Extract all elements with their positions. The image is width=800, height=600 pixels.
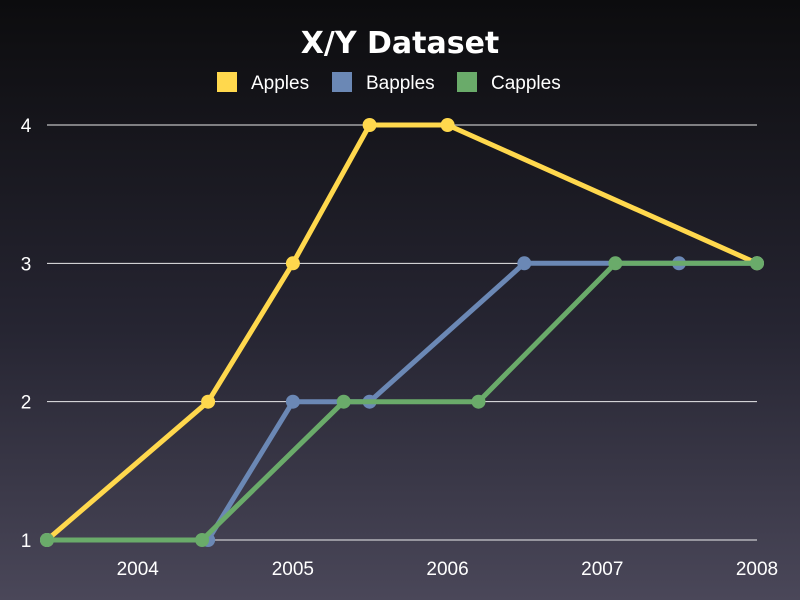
legend: Apples Bapples Capples [217,72,561,94]
data-point-capples[interactable] [40,533,54,547]
legend-item-capples[interactable]: Capples [457,72,561,94]
legend-swatch [217,72,237,92]
series-apples [40,118,764,547]
legend-swatch [332,72,352,92]
data-point-capples[interactable] [336,394,351,409]
data-point-apples[interactable] [440,118,455,132]
y-axis: 1 2 3 4 [21,116,32,552]
legend-label: Apples [251,73,309,94]
chart-title: X/Y Dataset [301,26,500,61]
data-point-bapples[interactable] [517,256,532,271]
data-point-capples[interactable] [195,533,210,547]
data-point-apples[interactable] [285,256,300,271]
data-point-capples[interactable] [750,256,764,271]
legend-label: Bapples [366,73,435,94]
x-tick-label: 2006 [426,559,468,580]
y-tick-label: 2 [21,393,32,414]
legend-item-apples[interactable]: Apples [217,72,309,94]
x-axis: 2004 2005 2006 2007 2008 [117,559,779,580]
legend-swatch [457,72,477,92]
x-tick-label: 2005 [272,559,314,580]
x-tick-label: 2004 [117,559,160,580]
series-line-capples [44,260,760,543]
y-tick-label: 4 [21,116,32,137]
x-tick-label: 2008 [736,559,778,580]
x-tick-label: 2007 [581,559,623,580]
data-point-bapples[interactable] [285,394,300,409]
y-tick-label: 1 [21,531,32,552]
series-line-apples [44,122,760,543]
series-capples [40,256,764,547]
legend-label: Capples [491,73,561,94]
series-layer [40,118,764,547]
gridlines [47,124,757,541]
data-point-capples[interactable] [608,256,623,271]
y-tick-label: 3 [21,254,32,275]
data-point-apples[interactable] [362,118,377,132]
legend-item-bapples[interactable]: Bapples [332,72,435,94]
data-point-apples[interactable] [201,394,216,409]
data-point-capples[interactable] [471,394,486,409]
